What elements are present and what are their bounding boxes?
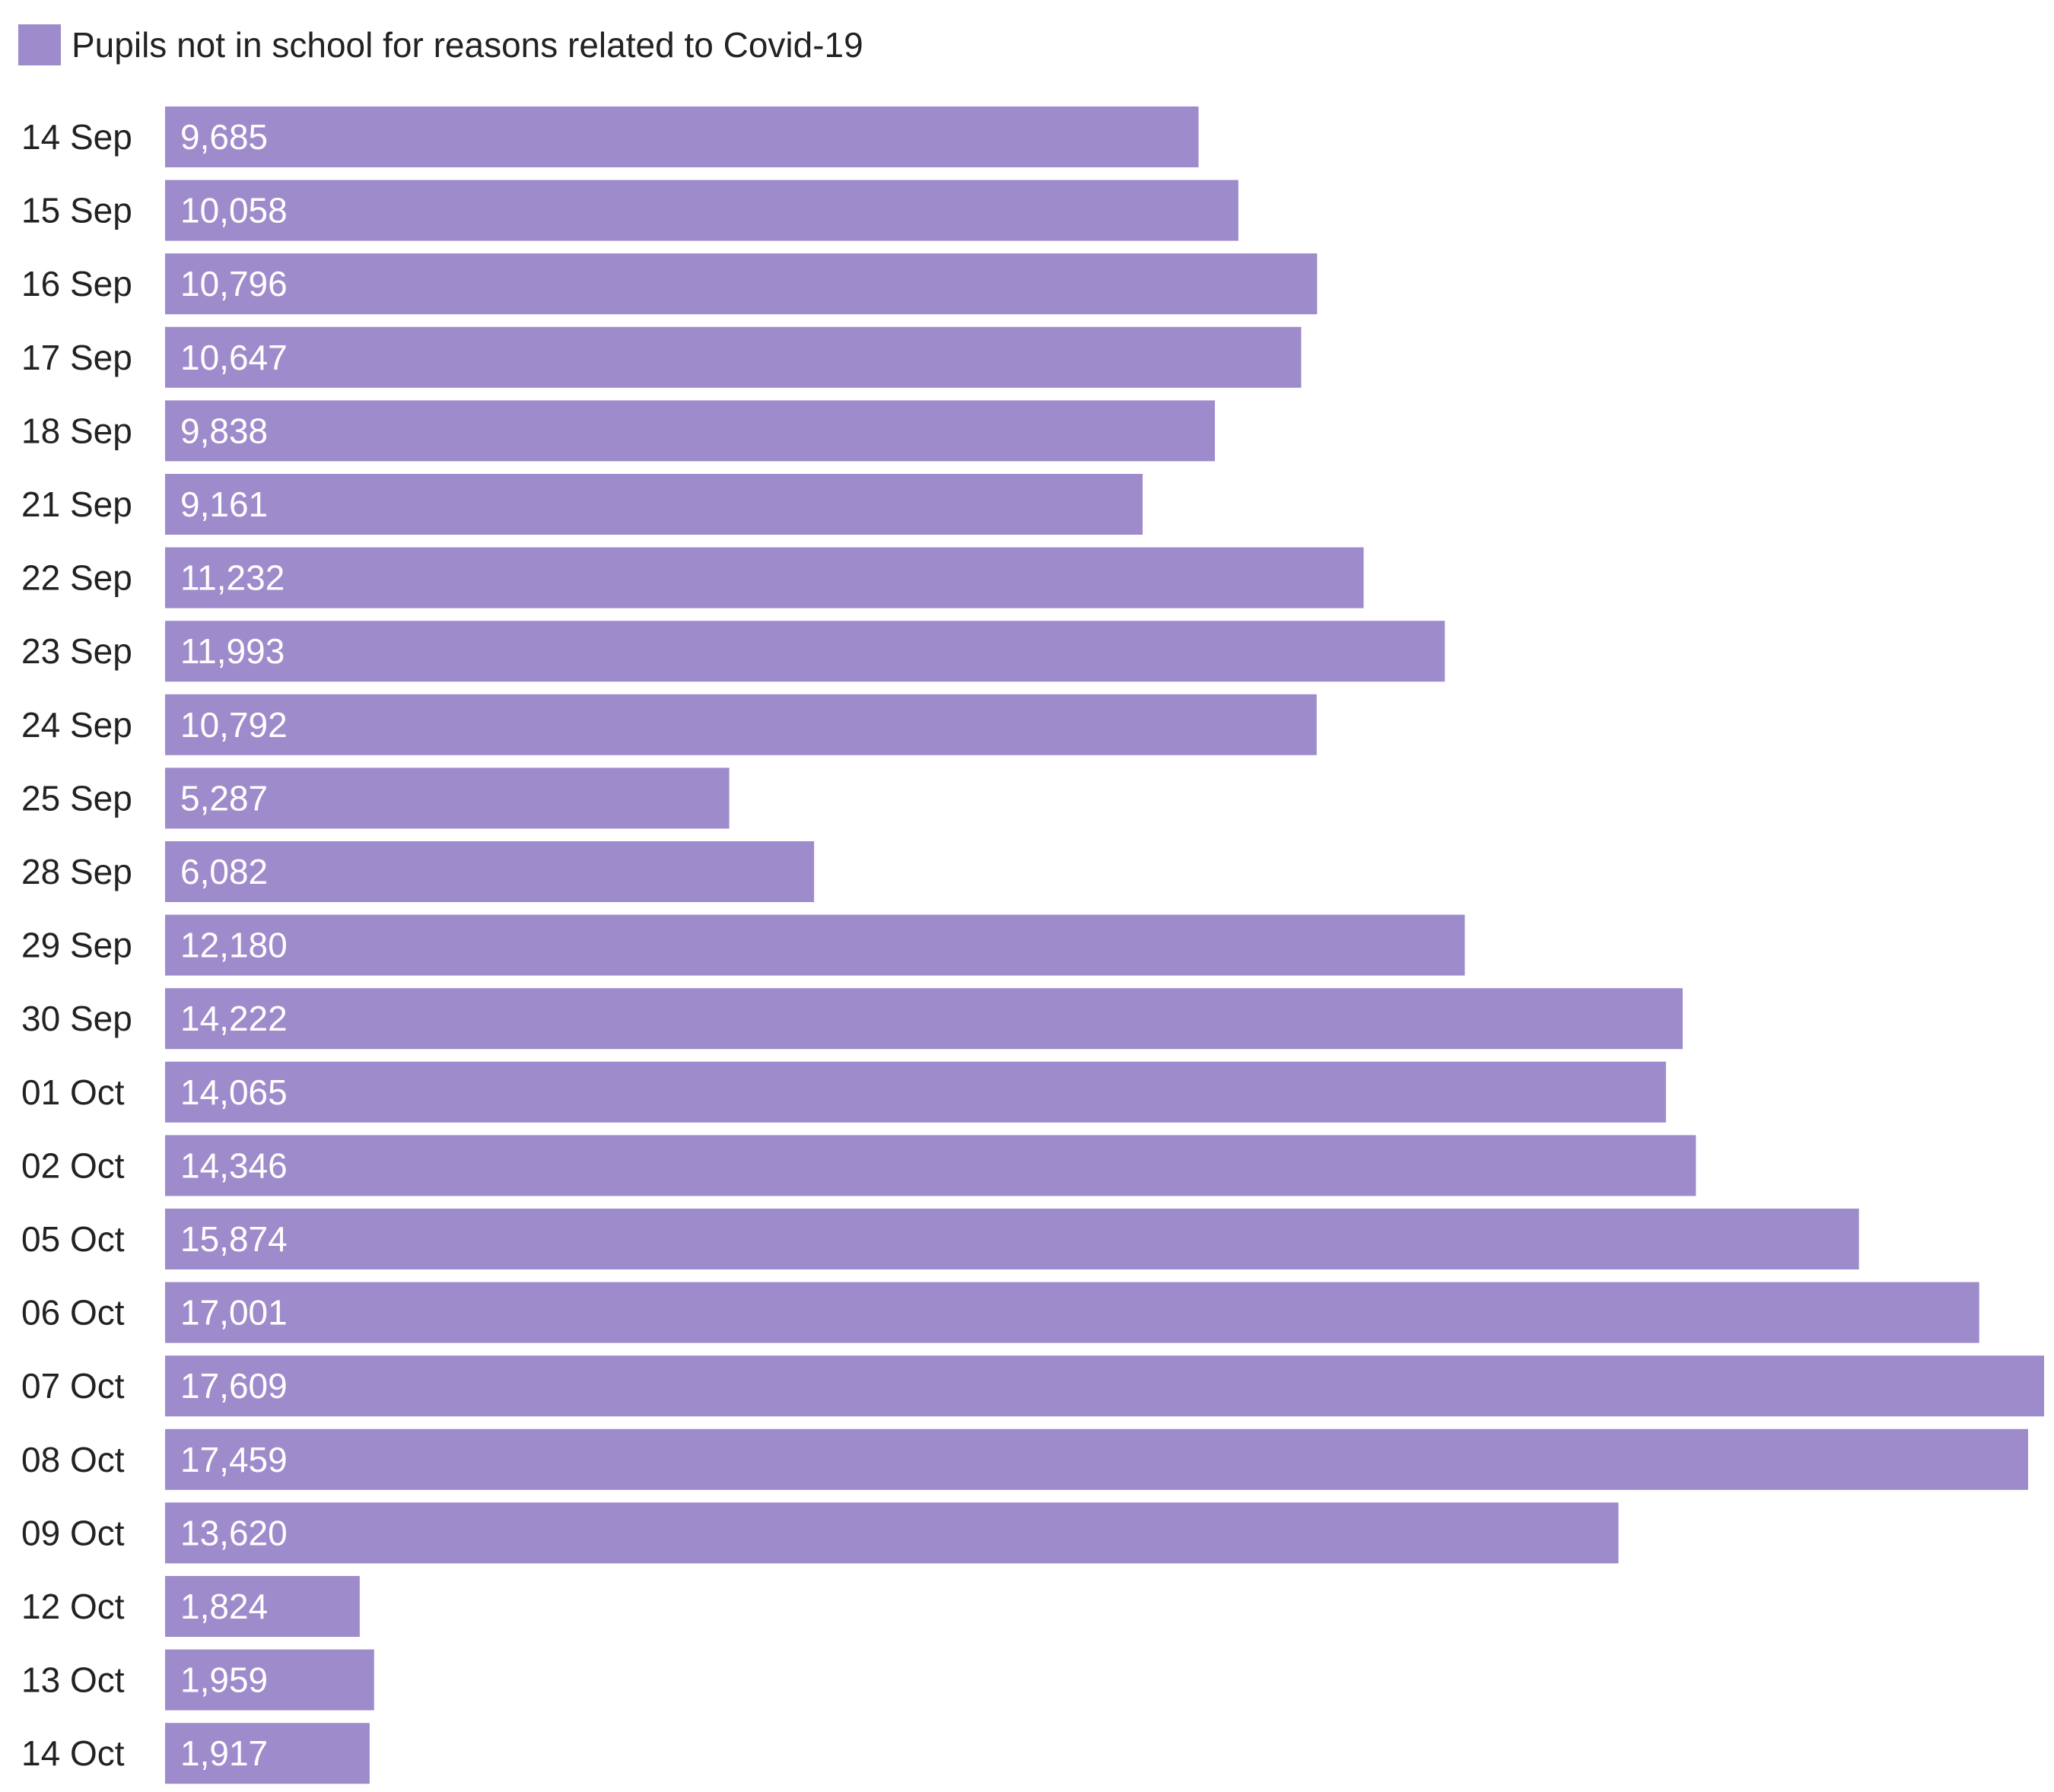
category-label: 13 Oct <box>21 1660 125 1700</box>
bar <box>165 767 730 829</box>
category-label: 16 Sep <box>21 264 132 303</box>
bar-value-label: 14,065 <box>180 1072 288 1112</box>
bar <box>165 1723 370 1784</box>
bar-value-label: 11,993 <box>180 631 285 671</box>
category-label: 29 Sep <box>21 926 132 965</box>
category-label: 08 Oct <box>21 1440 125 1479</box>
bar-value-label: 14,222 <box>180 999 288 1038</box>
bar <box>165 547 1364 608</box>
bar <box>165 1355 2044 1417</box>
category-label: 22 Sep <box>21 558 132 598</box>
legend: Pupils not in school for reasons related… <box>18 24 863 65</box>
category-label: 21 Sep <box>21 485 132 524</box>
bar <box>165 1061 1666 1123</box>
category-label: 15 Sep <box>21 191 132 230</box>
legend-label: Pupils not in school for reasons related… <box>72 25 863 65</box>
category-label: 30 Sep <box>21 999 132 1038</box>
legend-swatch <box>18 24 61 65</box>
bar-value-label: 10,647 <box>180 338 288 377</box>
category-label: 06 Oct <box>21 1293 125 1333</box>
bar-value-label: 9,685 <box>180 117 268 157</box>
category-labels: 14 Sep 15 Sep 16 Sep 17 Sep 18 Sep 21 Sep 22 S… <box>21 117 132 1773</box>
bar-value-label: 17,609 <box>180 1366 288 1406</box>
bar-value-label: 12,180 <box>180 926 288 965</box>
bar-value-label: 10,792 <box>180 705 288 745</box>
category-label: 14 Sep <box>21 117 132 157</box>
bar <box>165 694 1317 755</box>
bar <box>165 474 1143 535</box>
bar <box>165 253 1318 315</box>
bar-value-label: 1,824 <box>180 1587 268 1626</box>
category-label: 05 Oct <box>21 1219 125 1259</box>
bar-value-label: 9,161 <box>180 485 268 524</box>
bar-value-label: 6,082 <box>180 852 268 891</box>
bar <box>165 621 1445 682</box>
bar <box>165 400 1215 462</box>
bar-value-label: 11,232 <box>180 558 285 598</box>
bar <box>165 1576 360 1637</box>
value-labels: 9,685 10,058 10,796 10,647 9,838 9,161 11,232 1… <box>180 117 288 1773</box>
bar-value-label: 13,620 <box>180 1513 288 1552</box>
bar-value-label: 10,058 <box>180 191 288 230</box>
category-label: 24 Sep <box>21 705 132 745</box>
bar <box>165 1282 1979 1343</box>
bar-value-label: 9,838 <box>180 411 268 450</box>
bar <box>165 326 1302 388</box>
bar-value-label: 15,874 <box>180 1219 288 1259</box>
bar <box>165 1428 2028 1490</box>
category-label: 14 Oct <box>21 1733 125 1773</box>
category-label: 01 Oct <box>21 1072 125 1112</box>
bar <box>165 914 1465 976</box>
bar <box>165 988 1683 1050</box>
bar-value-label: 17,459 <box>180 1440 288 1479</box>
bar <box>165 1502 1619 1564</box>
category-label: 25 Sep <box>21 778 132 818</box>
bars <box>165 106 2044 1784</box>
bar <box>165 841 815 902</box>
bar-value-label: 10,796 <box>180 264 288 303</box>
bar <box>165 1649 374 1711</box>
bar-value-label: 5,287 <box>180 778 268 818</box>
bar-value-label: 1,917 <box>180 1733 268 1773</box>
bar-value-label: 14,346 <box>180 1145 288 1185</box>
category-label: 12 Oct <box>21 1587 125 1626</box>
bar <box>165 1135 1696 1196</box>
category-label: 17 Sep <box>21 338 132 377</box>
category-label: 18 Sep <box>21 411 132 450</box>
bar <box>165 106 1199 167</box>
category-label: 28 Sep <box>21 852 132 891</box>
bar <box>165 180 1238 241</box>
bar-value-label: 17,001 <box>180 1293 288 1333</box>
category-label: 02 Oct <box>21 1145 125 1185</box>
bar-value-label: 1,959 <box>180 1660 268 1700</box>
category-label: 23 Sep <box>21 631 132 671</box>
category-label: 07 Oct <box>21 1366 125 1406</box>
category-label: 09 Oct <box>21 1513 125 1552</box>
bar <box>165 1209 1859 1269</box>
